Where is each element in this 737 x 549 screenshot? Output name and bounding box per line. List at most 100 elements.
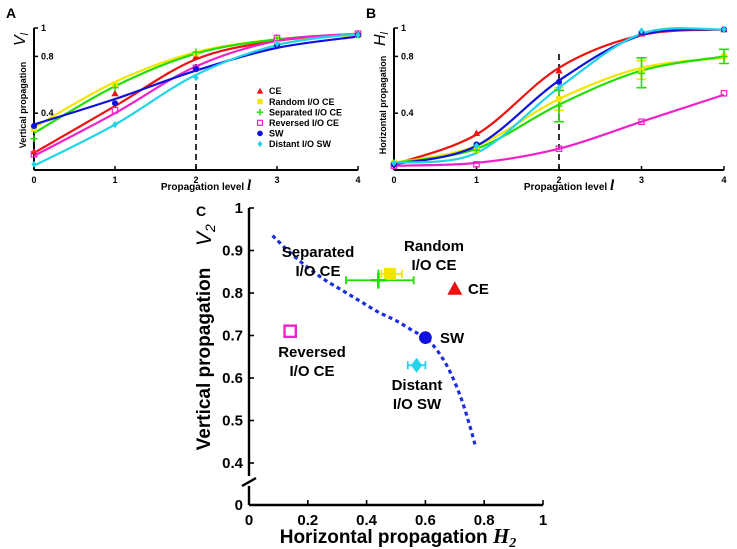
x-tick-label: 3 xyxy=(274,175,279,185)
point-distant-i-o-sw xyxy=(193,74,199,82)
y-tick-label: 0.8 xyxy=(401,51,414,61)
point-reversed-i-o-ce-shape xyxy=(555,145,563,153)
x-axis-label: Propagation level l xyxy=(524,178,615,194)
panel-label: B xyxy=(366,5,376,21)
point-distant-i-o-sw-shape xyxy=(355,31,361,39)
point-label-line: I/O CE xyxy=(411,257,456,274)
x-tick-label: 0 xyxy=(391,175,396,185)
point-distant-i-o-sw-shape xyxy=(556,84,562,92)
point-ce-shape xyxy=(472,129,481,136)
legend-item-ce: CE xyxy=(256,86,282,96)
point-random-i-o-ce-shape xyxy=(384,267,397,280)
point-sw xyxy=(555,78,563,86)
point-distant-i-o-sw-shape xyxy=(721,25,727,34)
point-label-line: Separated xyxy=(282,244,355,261)
legend-marker xyxy=(256,87,264,94)
legend-label: Reversed I/O CE xyxy=(269,118,339,128)
legend-marker-shape xyxy=(256,108,264,116)
point-sw xyxy=(111,100,119,107)
point-separated-i-o-ce-shape xyxy=(720,52,728,60)
point-distant-i-o-sw xyxy=(31,160,37,168)
x-tick-label: 1 xyxy=(112,175,117,185)
x-tick-label: 1 xyxy=(539,512,547,529)
legend-marker-shape xyxy=(257,130,263,137)
y-tick-label: 0.6 xyxy=(222,370,243,387)
x-tick-label: 1 xyxy=(474,175,479,185)
y-axis-label: Vertical propagation xyxy=(194,268,215,451)
point-distant-i-o-sw xyxy=(638,27,645,35)
point-distant-i-o-sw-shape xyxy=(274,40,280,48)
x-tick-label: 4 xyxy=(721,175,726,185)
panel-a: A 0 1 2 3 4 0.4 0.8 1 Propagation level l Vertical… xyxy=(6,5,362,194)
point-separated-i-o-ce-shape xyxy=(637,69,646,78)
axis-break xyxy=(241,476,257,488)
point-distant-i-o-sw xyxy=(556,84,562,92)
point-separated-i-o-ce xyxy=(637,69,646,78)
curve-reversed-i-o-ce xyxy=(393,93,725,167)
point-random-i-o-ce xyxy=(384,267,397,280)
point-separated-i-o-ce xyxy=(555,102,563,110)
point-separated-i-o-ce xyxy=(111,84,119,92)
y-variable: V2 xyxy=(193,224,218,246)
legend-label: Distant I/O SW xyxy=(269,139,332,149)
point-reversed-i-o-ce xyxy=(555,145,563,153)
point-separated-i-o-ce-shape xyxy=(370,272,386,288)
y-zero-label: 0 xyxy=(235,497,243,514)
point-reversed-i-o-ce xyxy=(111,107,119,114)
x-variable: H xyxy=(492,524,510,548)
point-label-line: Distant xyxy=(392,377,443,394)
y-variable-subscript: l xyxy=(19,32,31,35)
point-label-reversed-i-o-ce: Reversed I/O CE xyxy=(278,344,346,380)
point-sw xyxy=(419,331,432,344)
y-tick-label: 1 xyxy=(235,200,243,217)
legend-item-random-i-o-ce: Random I/O CE xyxy=(257,97,335,107)
legend-label: Random I/O CE xyxy=(269,97,335,107)
point-label-ce: CE xyxy=(468,281,489,298)
point-distant-i-o-sw xyxy=(721,25,727,34)
legend-label: SW xyxy=(269,129,284,139)
point-distant-i-o-sw-shape xyxy=(112,120,118,129)
legend-marker xyxy=(257,140,263,148)
point-ce xyxy=(472,129,481,136)
point-separated-i-o-ce xyxy=(370,272,386,288)
point-random-i-o-ce-shape xyxy=(556,96,562,102)
x-variable-subscript: 2 xyxy=(508,536,516,549)
legend-item-distant-i-o-sw: Distant I/O SW xyxy=(257,139,332,149)
trend-curve xyxy=(271,234,477,447)
point-distant-i-o-sw xyxy=(112,120,118,129)
y-axis-label: Vertical propagation xyxy=(18,62,28,149)
y-tick-label: 1 xyxy=(401,23,406,33)
point-label-line: CE xyxy=(468,281,489,298)
point-ce-shape xyxy=(447,281,463,295)
x-tick-label: 0.2 xyxy=(297,512,318,529)
point-reversed-i-o-ce-shape xyxy=(638,118,645,126)
point-label-distant-i-o-sw: Distant I/O SW xyxy=(392,377,443,413)
point-separated-i-o-ce xyxy=(30,135,38,143)
point-label-line: Reversed xyxy=(278,344,346,361)
point-random-i-o-ce xyxy=(556,96,562,102)
x-tick-label: 0.4 xyxy=(356,512,378,529)
legend-marker xyxy=(256,108,264,116)
y-tick-label: 0.4 xyxy=(222,455,244,472)
point-sw-shape xyxy=(30,122,38,130)
legend-marker-shape xyxy=(257,140,263,148)
y-tick-label: 1 xyxy=(41,23,46,33)
point-reversed-i-o-ce xyxy=(720,90,728,97)
point-separated-i-o-ce-shape xyxy=(30,135,38,143)
y-tick-label: 0.9 xyxy=(222,243,243,260)
point-distant-i-o-sw-shape xyxy=(193,74,199,82)
legend-label: CE xyxy=(269,86,282,96)
legend-marker xyxy=(257,98,263,105)
point-ce-shape xyxy=(111,89,119,97)
y-variable: Vl xyxy=(12,32,31,46)
point-separated-i-o-ce-shape xyxy=(111,84,119,92)
point-reversed-i-o-ce-shape xyxy=(720,90,728,97)
x-tick-label: 0 xyxy=(31,175,36,185)
point-distant-i-o-sw xyxy=(410,357,423,373)
point-reversed-i-o-ce xyxy=(283,324,297,339)
legend-marker-shape xyxy=(256,119,264,126)
panel-b: B 0 1 2 3 4 0.4 0.8 1 Propagation level l Horizont… xyxy=(366,5,729,194)
y-tick-label: 0.4 xyxy=(41,108,54,118)
